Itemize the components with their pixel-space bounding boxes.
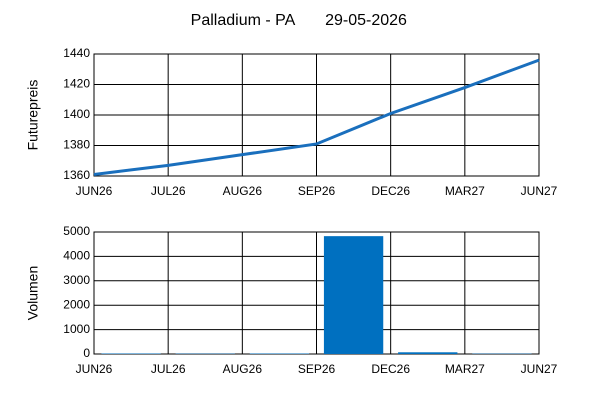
- y-tick-label: 1420: [63, 77, 90, 91]
- y-tick-label: 4000: [63, 249, 90, 263]
- x-tick-label: MAR27: [445, 184, 485, 198]
- x-tick-label: DEC26: [371, 184, 410, 198]
- y-tick-label: 5000: [63, 224, 90, 238]
- y-tick-label: 0: [83, 346, 90, 360]
- y-tick-label: 1400: [63, 107, 90, 121]
- y-tick-label: 1440: [63, 46, 90, 60]
- x-tick-label: JUN27: [521, 362, 558, 376]
- x-tick-label: DEC26: [371, 362, 410, 376]
- y-tick-label: 1000: [63, 322, 90, 336]
- x-tick-label: SEP26: [298, 184, 336, 198]
- chart-subtitle: 29-05-2026: [325, 12, 407, 29]
- x-tick-label: AUG26: [223, 362, 263, 376]
- y-tick-label: 2000: [63, 297, 90, 311]
- y-axis-label: Futurepreis: [25, 80, 41, 151]
- chart-title: Palladium - PA: [191, 12, 296, 29]
- x-tick-label: JUL26: [151, 362, 186, 376]
- y-axis-label: Volumen: [25, 266, 41, 320]
- x-tick-label: JUN27: [521, 184, 558, 198]
- x-tick-label: SEP26: [298, 362, 336, 376]
- x-tick-label: JUN26: [76, 362, 113, 376]
- y-tick-label: 1380: [63, 138, 90, 152]
- x-tick-label: AUG26: [223, 184, 263, 198]
- data-line: [93, 58, 540, 176]
- bar: [398, 352, 458, 354]
- x-tick-label: MAR27: [445, 362, 485, 376]
- x-tick-label: JUL26: [151, 184, 186, 198]
- bar: [323, 236, 384, 354]
- y-tick-label: 1360: [63, 168, 90, 182]
- x-tick-label: JUN26: [76, 184, 113, 198]
- y-tick-label: 3000: [63, 273, 90, 287]
